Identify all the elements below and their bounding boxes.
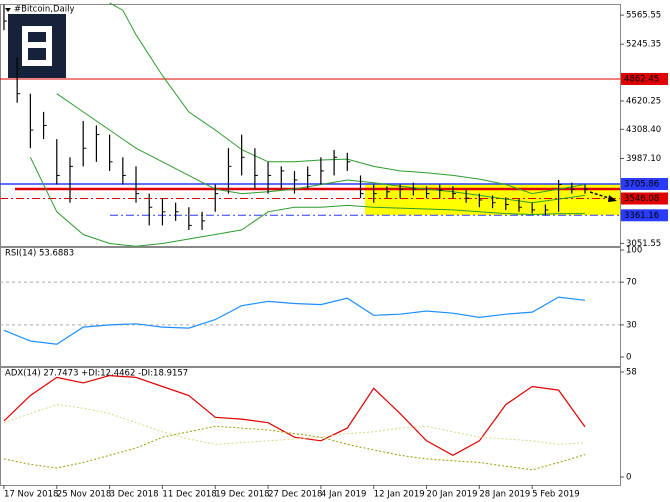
level-label: 4862.45: [624, 74, 659, 84]
level-label-box: [621, 192, 668, 205]
series-line: [3, 296, 586, 345]
x-tick-label: 11 Dec 2018: [162, 490, 216, 500]
price-panel: [0, 4, 621, 247]
y-tick-label: 3987.10: [626, 154, 661, 164]
x-tick-label: 4 Jan 2019: [321, 490, 367, 500]
level-label: 3705.86: [624, 179, 659, 189]
y-tick-label: 30: [626, 320, 637, 330]
logo-icon: [22, 26, 52, 66]
y-tick-label: 0: [626, 353, 631, 363]
menu-arrow: [5, 8, 11, 12]
y-tick-label: 4620.25: [626, 96, 661, 106]
x-tick-label: 12 Jan 2019: [374, 490, 425, 500]
level-label-box: [621, 209, 668, 222]
arrow-head: [608, 195, 617, 202]
series-line: [3, 374, 586, 456]
x-tick-label: 27 Dec 2018: [268, 490, 322, 500]
x-tick-label: 17 Nov 2018: [4, 490, 58, 500]
series-line: [3, 404, 586, 445]
level-label: 3546.08: [624, 194, 659, 204]
adx-title: ADX(14) 27.7473 +DI:12.4462 -DI:18.9157: [5, 369, 188, 379]
series-line: [29, 157, 585, 247]
level-label-box: [621, 72, 668, 85]
y-tick-label: 70: [626, 278, 637, 288]
y-tick-label: 0: [626, 473, 631, 483]
arrow: [589, 191, 613, 200]
rsi-panel: [0, 247, 621, 367]
x-tick-label: 5 Feb 2019: [532, 490, 580, 500]
x-tick-label: 20 Jan 2019: [427, 490, 478, 500]
y-tick-label: 4308.40: [626, 125, 661, 135]
y-tick-label: 58: [626, 367, 637, 377]
x-tick-label: 3 Dec 2018: [110, 490, 159, 500]
x-tick-label: 19 Dec 2018: [215, 490, 269, 500]
chart-title: #Bitcoin,Daily: [14, 5, 74, 15]
y-tick-label: 100: [626, 246, 642, 256]
adx-panel: [0, 367, 621, 486]
series-line: [3, 425, 586, 471]
rsi-title: RSI(14) 53.6883: [5, 249, 74, 259]
x-tick-label: 28 Jan 2019: [479, 490, 530, 500]
level-label-box: [621, 177, 668, 190]
y-tick-label: 3051.55: [626, 239, 661, 249]
y-tick-label: 5565.55: [626, 11, 661, 21]
level-label: 3361.16: [624, 211, 659, 221]
x-tick-label: 25 Nov 2018: [57, 490, 111, 500]
y-tick-label: 5245.35: [626, 40, 661, 50]
